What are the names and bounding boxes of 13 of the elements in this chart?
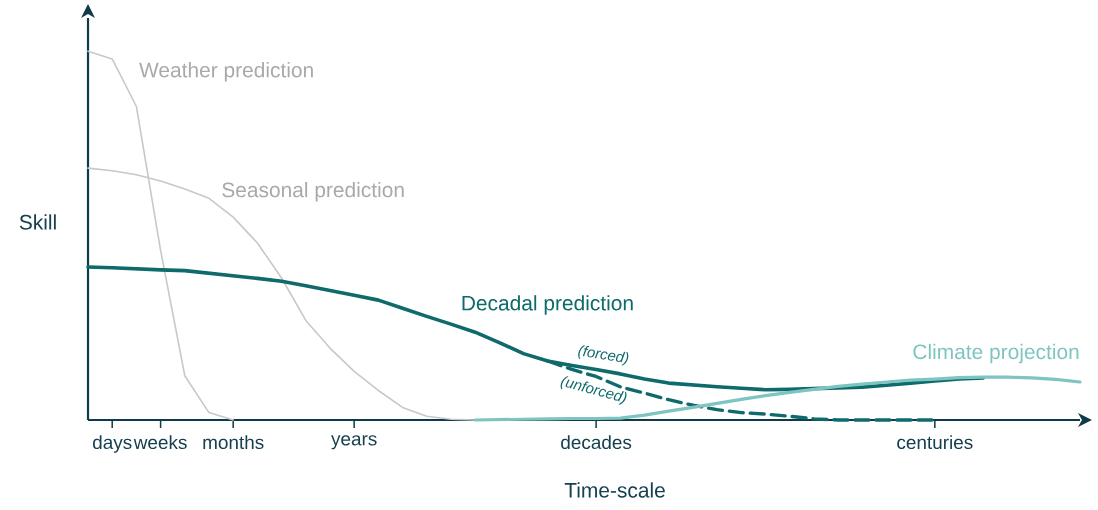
x-tick-label: months (203, 435, 264, 450)
x-tick-label: decades (561, 435, 632, 450)
series-label: Climate projection (913, 343, 1079, 364)
x-tick-label: years (331, 435, 377, 450)
x-tick-label: days (93, 435, 132, 453)
series-label: Weather prediction (139, 62, 313, 82)
x-axis-title: Time-scale (564, 482, 665, 498)
x-tick-label: weeks (133, 435, 187, 450)
annotation: (forced) (578, 345, 629, 366)
y-axis-title: Skill (19, 214, 56, 230)
series-label: Seasonal prediction (222, 181, 404, 202)
x-tick-label: centuries (897, 435, 973, 450)
series-label: Decadal prediction (462, 295, 633, 315)
